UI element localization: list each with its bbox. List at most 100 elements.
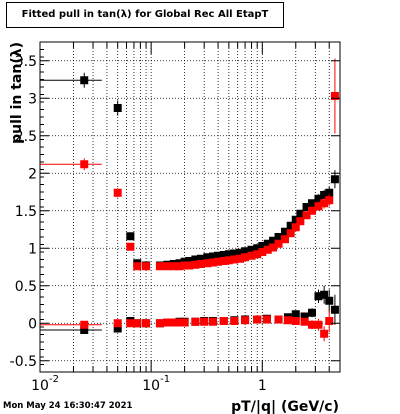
marker-square [274,239,283,248]
data-point [175,262,184,271]
marker-square [320,290,329,299]
data-point [314,318,323,331]
y-tick-label: 1 [28,241,37,257]
data-point [308,308,317,318]
data-point [214,257,223,266]
marker-square [180,261,189,270]
marker-square [247,251,256,260]
data-point [224,256,233,265]
data-point [236,248,245,257]
marker-square [280,227,289,236]
marker-square [142,262,151,271]
marker-square [291,310,300,319]
axis-tick-labels: -0.500.511.522.533.510 -2 10 -1 1 [10,54,267,394]
marker-square [113,188,122,197]
data-point [208,317,217,326]
data-point [219,251,228,259]
chart-title: Fitted pull in tan(λ) for Global Rec All… [21,9,269,20]
marker-square [302,203,311,211]
data-point [230,255,239,264]
marker-square [320,199,329,208]
data-point [40,326,102,334]
data-point [296,209,305,218]
x-tick-label: 1 [258,378,267,394]
data-point [291,223,300,232]
marker-square [219,317,228,325]
marker-square [325,188,334,197]
data-point [274,233,283,241]
data-point [291,215,300,224]
data-point [191,255,200,264]
marker-square [175,318,184,327]
data-point [155,319,164,328]
data-point [302,211,311,220]
data-point [40,72,102,88]
marker-square [163,262,172,271]
marker-square [219,251,228,259]
marker-square [300,312,309,321]
data-point [247,245,256,254]
y-tick-label: 0 [28,316,37,332]
marker-square [214,257,223,266]
data-point [274,239,283,248]
data-point [286,221,295,230]
data-point [203,259,212,268]
data-point [283,316,292,325]
marker-square [286,221,295,230]
data-point [325,309,334,333]
data-point [126,242,135,251]
marker-square [191,260,200,269]
data-point [241,316,250,325]
marker-square [269,243,278,252]
marker-square [308,206,317,215]
marker-square [300,317,309,326]
marker-square [236,254,245,263]
data-point [296,217,305,226]
data-point [325,289,334,312]
data-point [330,294,339,325]
marker-square [155,319,164,328]
marker-square [253,315,262,324]
marker-square [296,209,305,218]
marker-square [274,233,283,241]
marker-square [175,262,184,271]
data-points [40,58,339,342]
x-tick-label: 10 [31,378,49,394]
marker-square [208,252,217,261]
marker-square [269,236,278,245]
data-point [308,320,317,330]
marker-square [314,194,323,203]
data-point [224,250,233,259]
marker-square [196,254,205,263]
marker-square [203,259,212,268]
marker-square [241,253,250,262]
marker-square [180,318,189,327]
data-point [314,289,323,303]
marker-square [325,317,334,325]
data-point [196,260,205,268]
marker-square [214,251,223,260]
data-point [40,158,102,171]
marker-square [185,261,194,270]
marker-square [263,239,272,248]
data-point [320,326,329,342]
x-tick-label: 10 [142,378,160,394]
data-point [163,318,172,327]
data-point [258,242,267,250]
data-point [208,252,217,261]
y-tick-label: 3.5 [15,54,37,70]
marker-square [330,92,339,100]
marker-square [325,196,334,205]
data-point [175,318,184,327]
y-tick-label: 1.5 [15,204,37,220]
marker-square [169,262,178,271]
data-point [180,318,189,327]
data-point [230,249,239,258]
marker-square [208,258,217,267]
data-point [219,257,228,265]
marker-square [133,262,142,271]
data-point [280,227,289,236]
marker-square [196,260,205,268]
marker-square [314,202,323,211]
data-point [263,245,272,254]
